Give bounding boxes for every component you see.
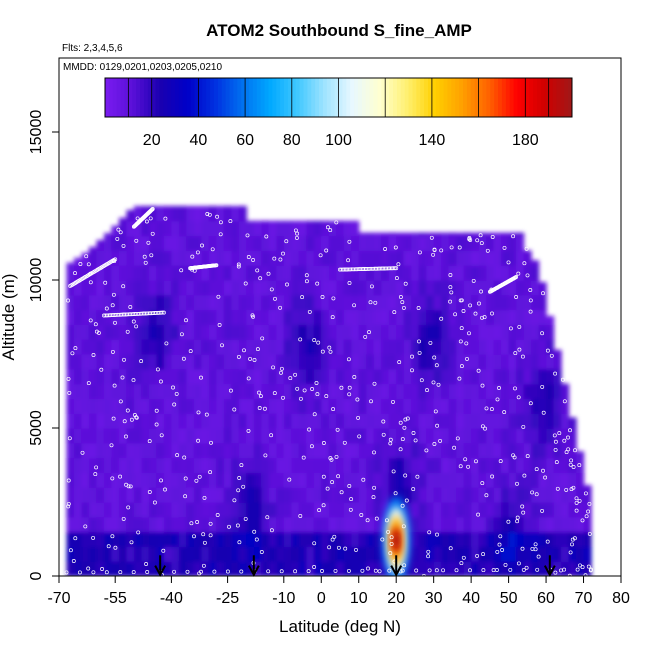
hotspot [382,496,411,576]
x-tick-label: 50 [500,590,518,607]
x-tick-label: 20 [387,590,405,607]
x-tick-label: -10 [272,590,295,607]
flights-label: Flts: 2,3,4,5,6 [62,43,123,54]
latitude-arrow-markers [154,555,556,577]
y-tick-label: 10000 [28,258,45,303]
chart-title: ATOM2 Southbound S_fine_AMP [206,21,472,40]
colorbar-tick-label: 140 [419,132,446,149]
x-tick-label: 30 [425,590,443,607]
x-tick-label: 10 [350,590,368,607]
x-tick-label: -40 [160,590,183,607]
plot-frame [58,57,622,577]
arrow-marker-0 [154,555,167,577]
y-tick-label: 5000 [28,410,45,446]
y-tick-label: 0 [28,571,45,580]
colorbar-tick-label: 80 [283,132,301,149]
arrow-marker-3 [543,555,556,577]
colorbar-tick-label: 100 [325,132,352,149]
x-axis: -70 -55 -40 -25 -10 0 10 20 30 40 50 60 70 80 [47,576,630,607]
x-tick-label: -25 [216,590,239,607]
x-tick-label: 60 [537,590,555,607]
dates-label: MMDD: 0129,0201,0203,0205,0210 [63,62,222,73]
x-axis-label: Latitude (deg N) [279,617,401,636]
arrow-marker-2 [390,555,403,577]
x-tick-label: 80 [612,590,630,607]
y-axis-label: Altitude (m) [0,274,18,361]
colorbar-tick-label: 40 [190,132,208,149]
y-axis: 0 5000 10000 15000 [28,110,59,580]
sample-points [64,207,593,576]
x-tick-label: -55 [104,590,127,607]
heatmap-field [66,206,592,576]
colorbar: 20 40 60 80 100 140 180 [104,77,573,149]
arrow-marker-1 [247,555,260,577]
colorbar-tick-label: 20 [143,132,161,149]
x-tick-label: 40 [462,590,480,607]
y-tick-label: 15000 [28,110,45,155]
x-tick-label: 0 [317,590,326,607]
x-tick-label: 70 [575,590,593,607]
colorbar-tick-label: 60 [236,132,254,149]
x-tick-label: -70 [47,590,70,607]
colorbar-tick-label: 180 [512,132,539,149]
